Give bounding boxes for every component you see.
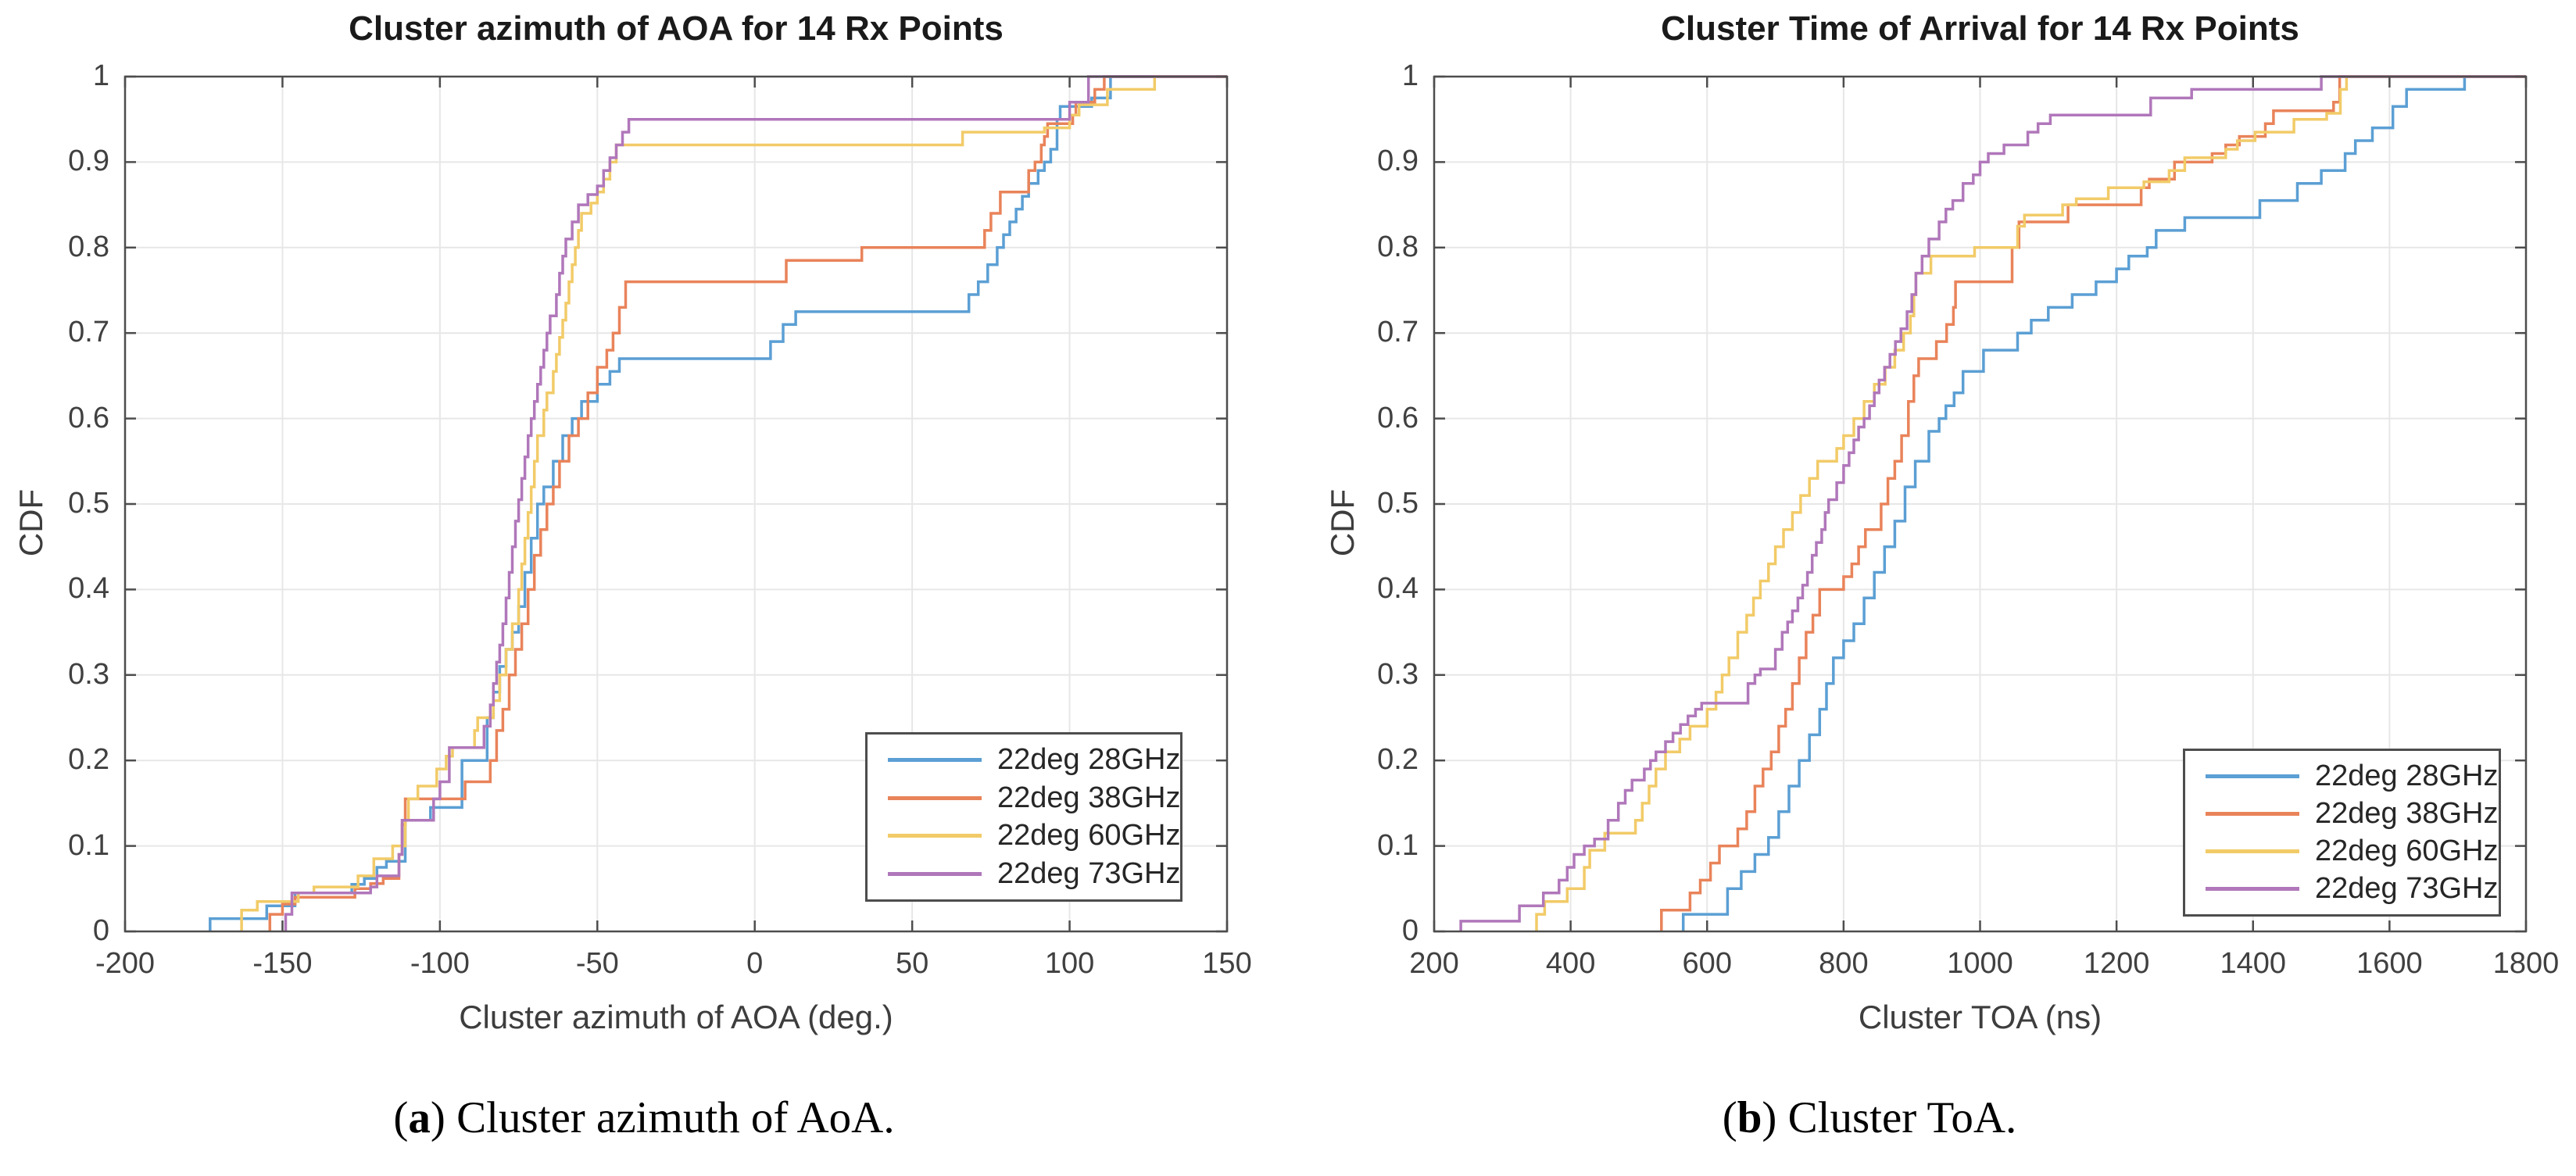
legend-entry-label: 22deg 28GHz [997,743,1181,777]
legend-line-sample [888,871,982,876]
x-tick-label: 1400 [2220,947,2287,980]
legend-entry-label: 22deg 60GHz [2315,835,2499,867]
legend-entry: 22deg 73GHz [868,856,1181,891]
y-tick-label: 0.3 [68,657,109,691]
aoa-chart-title: Cluster azimuth of AOA for 14 Rx Points [349,9,1004,48]
x-tick-label: -150 [252,947,313,980]
x-tick-label: 600 [1682,947,1732,980]
x-tick-label: 1800 [2492,947,2560,980]
y-tick-label: 1 [92,59,109,92]
cdf-curve-22deg-38ghz [1660,75,2526,931]
legend-entry-label: 22deg 28GHz [2315,760,2499,792]
y-tick-label: 0.6 [68,401,109,434]
legend-line-sample [2206,887,2299,891]
legend-entry-label: 22deg 73GHz [2315,872,2499,905]
caption-a: (a) Cluster azimuth of AoA. [0,1092,1288,1143]
toa-x-axis-label: Cluster TOA (ns) [1858,999,2102,1035]
legend-line-sample [2206,849,2299,853]
x-tick-label: 1600 [2356,947,2423,980]
y-tick-label: 0.4 [68,572,109,606]
legend-line-sample [888,758,982,763]
x-tick-label: 0 [746,947,764,980]
cdf-curve-22deg-28ghz [1681,75,2526,931]
toa-legend: 22deg 28GHz 22deg 38GHz 22deg 60GHz 22deg 7… [2183,749,2501,917]
y-tick-label: 0.4 [1377,572,1419,606]
x-tick-label: -200 [95,947,156,980]
y-tick-label: 0.3 [1377,657,1419,691]
legend-entry: 22deg 60GHz [868,819,1181,853]
y-tick-label: 0.5 [1377,487,1419,520]
y-tick-label: 0.5 [68,487,109,520]
x-tick-label: 150 [1202,947,1252,980]
cdf-curve-22deg-60ghz [240,75,1227,931]
axes-frame [1433,75,2528,933]
aoa-plot-canvas [123,75,1229,933]
x-tick-label: -50 [575,947,619,980]
aoa-x-axis-label: Cluster azimuth of AOA (deg.) [459,999,893,1035]
y-tick-label: 0.2 [68,743,109,777]
y-tick-label: 1 [1401,59,1419,92]
legend-line-sample [888,795,982,800]
y-tick-label: 0 [92,914,109,947]
panel-aoa-cdf-plot: Cluster azimuth of AOA for 14 Rx Points … [0,9,1288,1143]
legend-entry: 22deg 60GHz [2185,835,2499,868]
legend-entry: 22deg 38GHz [868,781,1181,815]
x-tick-label: 200 [1409,947,1459,980]
y-tick-label: 0.9 [1377,145,1419,178]
caption-a-text: ) Cluster azimuth of AoA. [430,1093,895,1142]
aoa-legend: 22deg 28GHz 22deg 38GHz 22deg 60GHz 22deg 7… [865,732,1182,902]
legend-entry-label: 22deg 38GHz [2315,797,2499,830]
caption-b: (b) Cluster ToA. [1225,1092,2513,1143]
x-tick-label: 400 [1545,947,1596,980]
y-tick-label: 0.1 [68,828,109,862]
x-tick-label: 1200 [2083,947,2150,980]
legend-entry: 22deg 28GHz [2185,760,2499,793]
y-tick-label: 0 [1401,914,1419,947]
caption-a-letter: a [408,1093,431,1142]
legend-entry: 22deg 38GHz [2185,797,2499,831]
legend-entry: 22deg 73GHz [2185,872,2499,906]
panel-toa-cdf-plot: Cluster Time of Arrival for 14 Rx Points… [1288,0,2576,1176]
toa-chart-title: Cluster Time of Arrival for 14 Rx Points [1661,9,2299,48]
x-tick-label: 50 [896,947,929,980]
caption-b-paren-open: ( [1722,1093,1737,1142]
cdf-curve-22deg-73ghz [1459,75,2526,931]
y-tick-label: 0.2 [1377,743,1419,777]
x-tick-label: 1000 [1947,947,2013,980]
y-tick-label: 0.8 [1377,230,1419,263]
legend-entry-label: 22deg 38GHz [997,781,1181,814]
legend-line-sample [2206,812,2299,816]
y-tick-label: 0.1 [1377,828,1419,862]
axes-frame [123,75,1229,933]
legend-entry-label: 22deg 60GHz [997,819,1181,853]
y-tick-label: 0.8 [68,230,109,263]
x-tick-label: 800 [1819,947,1869,980]
y-tick-label: 0.6 [1377,401,1419,434]
legend-line-sample [2206,774,2299,778]
y-tick-label: 0.7 [1377,316,1419,349]
cdf-curve-22deg-73ghz [284,75,1227,931]
y-tick-label: 0.7 [68,316,109,349]
legend-entry: 22deg 28GHz [868,743,1181,777]
x-tick-label: 100 [1044,947,1095,980]
x-tick-label: -100 [410,947,470,980]
legend-line-sample [888,834,982,838]
cdf-curve-22deg-60ghz [1535,75,2526,931]
caption-a-paren-open: ( [393,1093,409,1142]
y-tick-label: 0.9 [68,145,109,178]
caption-b-text: ) Cluster ToA. [1762,1093,2017,1142]
legend-entry-label: 22deg 73GHz [997,856,1181,890]
caption-b-letter: b [1737,1093,1762,1142]
